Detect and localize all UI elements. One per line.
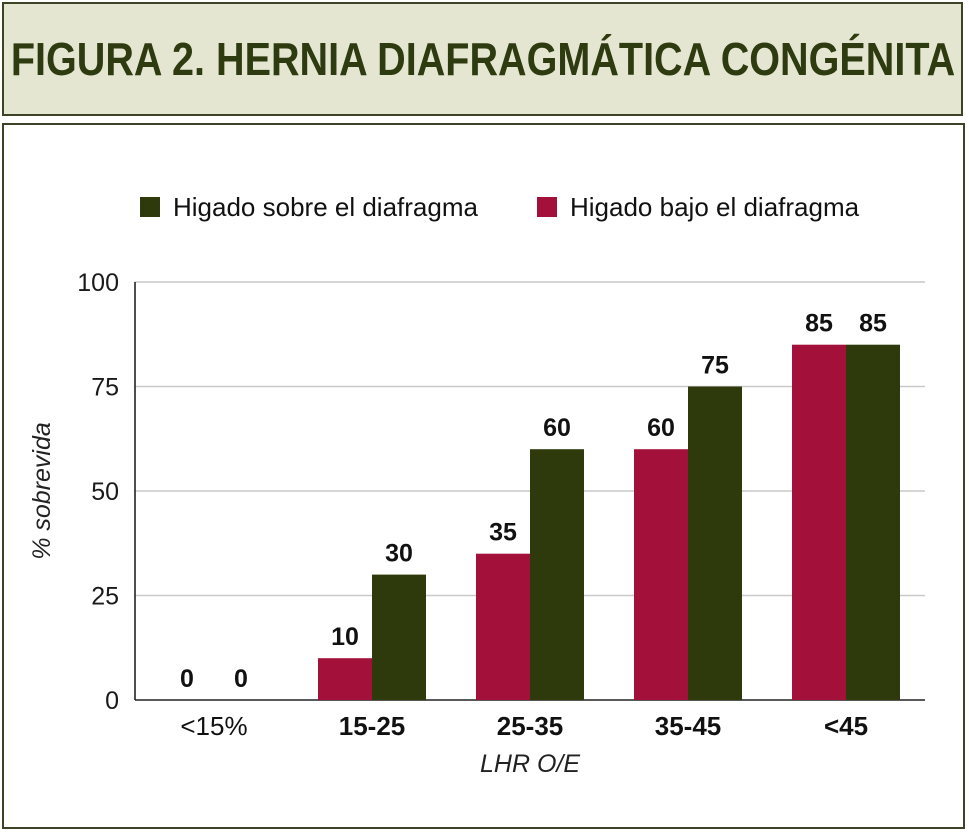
data-label: 85 — [805, 310, 833, 338]
bar — [688, 386, 742, 700]
y-axis-title: % sobrevida — [28, 422, 56, 560]
y-tick-label: 100 — [77, 269, 119, 297]
bar — [372, 574, 426, 700]
data-label: 60 — [647, 414, 675, 442]
data-label: 85 — [859, 310, 887, 338]
data-label: 0 — [180, 665, 194, 693]
legend-swatch — [140, 197, 160, 217]
y-tick-label: 25 — [91, 583, 119, 611]
data-label: 10 — [331, 623, 359, 651]
x-tick-label: 35-45 — [655, 711, 722, 741]
legend-swatch — [537, 197, 557, 217]
bar — [792, 344, 846, 700]
bar — [476, 553, 530, 700]
legend-label: Higado sobre el diafragma — [173, 192, 478, 222]
legend-label: Higado bajo el diafragma — [570, 192, 860, 222]
figure-title: FIGURA 2. HERNIA DIAFRAGMÁTICA CONGÉNITA — [10, 33, 955, 85]
data-label: 75 — [701, 352, 729, 380]
y-tick-label: 0 — [105, 687, 119, 715]
x-tick-label: 25-35 — [497, 711, 564, 741]
y-tick-label: 50 — [91, 478, 119, 506]
data-label: 35 — [489, 519, 517, 547]
x-tick-label: <45 — [824, 711, 868, 741]
bar — [318, 658, 372, 700]
bar — [530, 449, 584, 700]
data-label: 30 — [385, 540, 413, 568]
y-tick-label: 75 — [91, 374, 119, 402]
bar — [846, 344, 900, 700]
data-label: 60 — [543, 414, 571, 442]
x-axis-title: LHR O/E — [480, 750, 580, 778]
data-label: 0 — [234, 665, 248, 693]
figure-title-banner: FIGURA 2. HERNIA DIAFRAGMÁTICA CONGÉNITA — [2, 2, 963, 116]
x-tick-label: <15% — [180, 711, 247, 741]
x-tick-label: 15-25 — [339, 711, 406, 741]
bar — [634, 449, 688, 700]
